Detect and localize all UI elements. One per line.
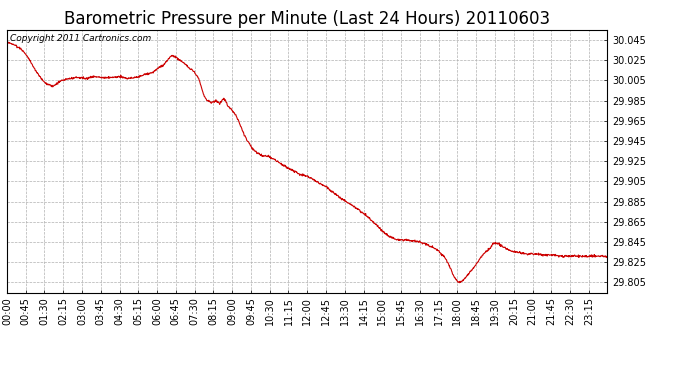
Title: Barometric Pressure per Minute (Last 24 Hours) 20110603: Barometric Pressure per Minute (Last 24 … [64,10,550,28]
Text: Copyright 2011 Cartronics.com: Copyright 2011 Cartronics.com [10,34,151,43]
